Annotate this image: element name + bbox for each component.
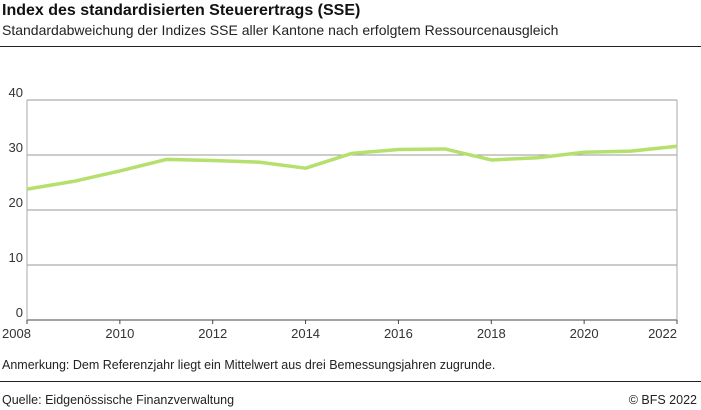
x-tick-label: 2008 [2, 326, 31, 341]
y-tick-label: 30 [9, 140, 23, 155]
x-tick-label: 2020 [570, 326, 599, 341]
source-text: Quelle: Eidgenössische Finanzverwaltung [2, 393, 235, 407]
y-tick-label: 20 [9, 195, 23, 210]
line-chart: 0 10 20 30 40 2008 2010 2012 2014 2016 2018 2020 202… [2, 85, 678, 341]
chart-title: Index des standardisierten Steuerertrags… [2, 2, 361, 19]
series-line [26, 144, 678, 191]
y-tick-label: 0 [16, 305, 23, 320]
chart-note: Anmerkung: Dem Referenzjahr liegt ein Mi… [2, 358, 496, 372]
x-tick-label: 2022 [648, 326, 677, 341]
header-divider [0, 46, 701, 47]
y-tick-label: 40 [9, 85, 23, 100]
x-tick-label: 2018 [477, 326, 506, 341]
x-tick-label: 2010 [105, 326, 134, 341]
copyright-text: © BFS 2022 [628, 393, 697, 407]
x-tick-label: 2016 [384, 326, 413, 341]
footer-divider [0, 381, 701, 382]
x-tick-label: 2012 [198, 326, 227, 341]
chart-subtitle: Standardabweichung der Indizes SSE aller… [2, 22, 559, 38]
y-tick-label: 10 [9, 250, 23, 265]
x-tick-label: 2014 [291, 326, 320, 341]
